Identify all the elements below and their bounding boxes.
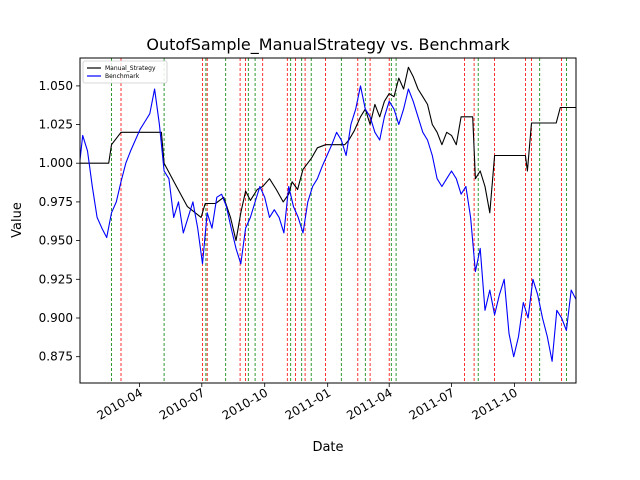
series-line-manual-strategy xyxy=(80,66,576,242)
y-tick-label: 0.975 xyxy=(39,195,73,209)
y-tick-label: 1.000 xyxy=(39,156,73,170)
legend-label-manual-strategy: Manual_Strategy xyxy=(105,65,156,72)
series-line-benchmark xyxy=(80,85,576,362)
series-lines xyxy=(80,66,576,362)
x-axis-label: Date xyxy=(312,440,343,455)
y-tick-label: 1.025 xyxy=(39,118,73,132)
legend-label-benchmark: Benchmark xyxy=(105,73,140,80)
y-axis-label: Value xyxy=(10,202,25,238)
chart-title: OutofSample_ManualStrategy vs. Benchmark xyxy=(146,35,510,55)
y-axis: 0.875 0.900 0.925 0.950 0.975 1.000 1.025 1.050 xyxy=(39,79,80,364)
y-tick-label: 0.875 xyxy=(39,350,73,364)
legend: Manual_Strategy Benchmark xyxy=(82,60,168,84)
y-tick-label: 0.925 xyxy=(39,272,73,286)
y-tick-label: 0.900 xyxy=(39,311,73,325)
y-tick-label: 1.050 xyxy=(39,79,73,93)
legend-box xyxy=(82,60,168,84)
y-tick-label: 0.950 xyxy=(39,234,73,248)
